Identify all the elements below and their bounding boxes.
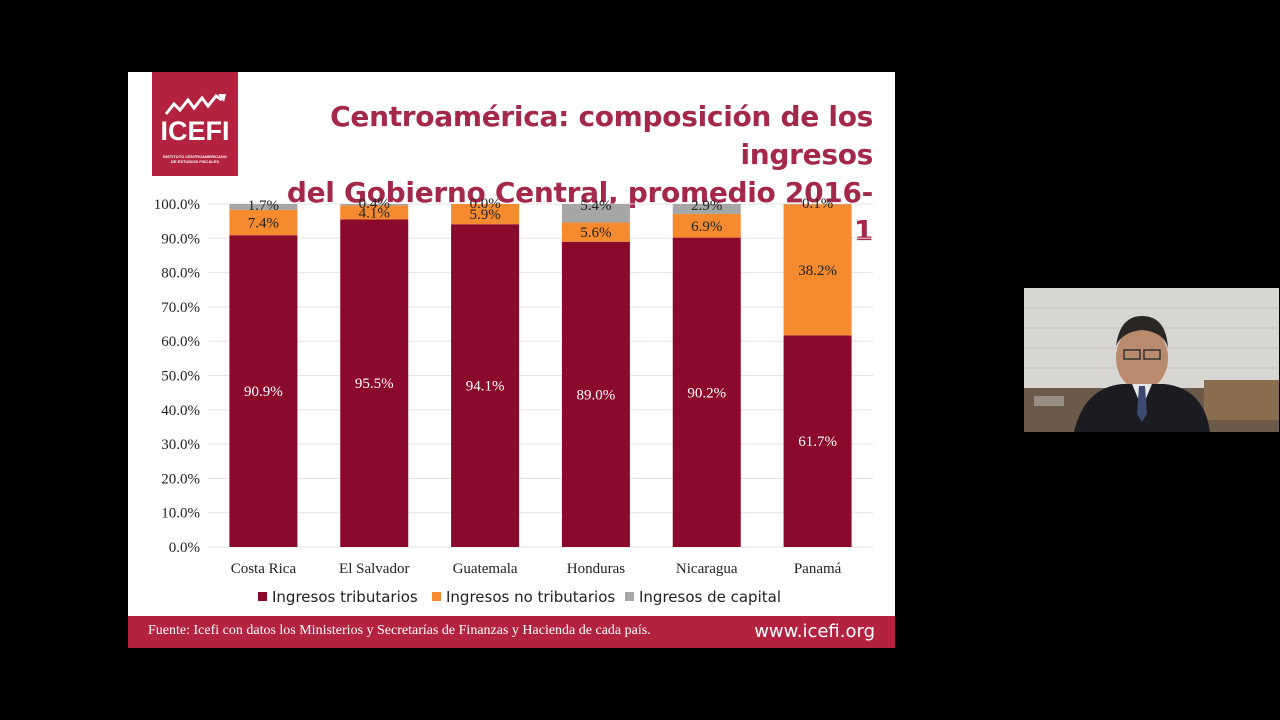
data-label: 0.0% xyxy=(469,196,500,212)
legend-label: Ingresos de capital xyxy=(639,588,781,606)
x-tick-label: Guatemala xyxy=(453,561,518,577)
data-label: 94.1% xyxy=(466,379,505,395)
bar-segment xyxy=(451,204,520,225)
data-label: 95.5% xyxy=(355,376,394,392)
data-label: 5.9% xyxy=(469,207,500,223)
title-line-1: Centroamérica: composición de los ingres… xyxy=(330,100,873,171)
bar-segment xyxy=(672,213,741,238)
stacked-bar-chart: 0.0% 10.0% 20.0% 30.0% 40.0% 50.0% 60.0% 70.0% 8… xyxy=(154,196,873,606)
data-label: 2.9% xyxy=(691,198,722,214)
data-label: 90.9% xyxy=(244,384,283,400)
bar-segment xyxy=(561,241,630,548)
bar-segment xyxy=(340,219,409,547)
data-label: 4.1% xyxy=(359,205,390,221)
x-tick-label: Honduras xyxy=(567,561,625,577)
legend-swatch xyxy=(625,592,634,601)
bar-segment xyxy=(229,209,298,236)
logo-name: ICEFI xyxy=(160,116,230,146)
x-tick-label: Panamá xyxy=(794,561,842,577)
x-tick-label: Nicaragua xyxy=(676,561,738,577)
bar-segment xyxy=(340,205,409,220)
bar-segment xyxy=(561,222,630,242)
slide-footer: Fuente: Icefi con datos los Ministerios … xyxy=(128,616,895,648)
y-tick-label: 90.0% xyxy=(161,231,200,247)
bar-segment xyxy=(451,224,520,547)
data-label: 6.9% xyxy=(691,219,722,235)
bar-segment xyxy=(672,237,741,547)
legend-label: Ingresos tributarios xyxy=(272,588,418,606)
bar-segment xyxy=(561,204,630,223)
data-label: 0.1% xyxy=(802,196,833,212)
slide-title: Centroamérica: composición de los ingres… xyxy=(233,98,873,250)
data-label: 89.0% xyxy=(577,387,616,403)
bar-segment xyxy=(229,235,298,547)
data-label: 38.2% xyxy=(798,263,837,279)
bar-segment xyxy=(340,204,409,206)
legend-swatch xyxy=(432,592,441,601)
y-tick-label: 100.0% xyxy=(154,197,200,213)
data-label: 90.2% xyxy=(687,385,726,401)
y-tick-label: 70.0% xyxy=(161,300,200,316)
x-tick-label: El Salvador xyxy=(339,561,409,577)
footer-url: www.icefi.org xyxy=(754,621,875,642)
y-tick-label: 0.0% xyxy=(169,540,200,556)
growth-line-icon xyxy=(164,94,226,115)
data-label: 0.4% xyxy=(359,196,390,212)
presentation-slide: ICEFI INSTITUTO CENTROAMERICANO DE ESTUD… xyxy=(128,72,895,648)
data-label: 7.4% xyxy=(248,216,279,232)
y-tick-label: 50.0% xyxy=(161,369,200,385)
y-tick-label: 80.0% xyxy=(161,266,200,282)
y-tick-label: 10.0% xyxy=(161,506,200,522)
bar-segment xyxy=(783,204,852,336)
bar-segment xyxy=(672,204,741,214)
y-tick-label: 40.0% xyxy=(161,403,200,419)
x-tick-label: Costa Rica xyxy=(231,561,297,577)
data-label: 5.4% xyxy=(580,198,611,214)
data-label: 5.6% xyxy=(580,225,611,241)
bar-segment xyxy=(229,204,298,210)
bar-segment xyxy=(783,335,852,547)
webcam-picture xyxy=(1024,288,1279,432)
y-tick-label: 30.0% xyxy=(161,437,200,453)
y-tick-label: 60.0% xyxy=(161,334,200,350)
data-label: 1.7% xyxy=(248,198,279,214)
data-label: 61.7% xyxy=(798,434,837,450)
legend-swatch xyxy=(258,592,267,601)
y-tick-label: 20.0% xyxy=(161,471,200,487)
legend-label: Ingresos no tributarios xyxy=(446,588,615,606)
webcam-video-feed xyxy=(1024,288,1279,432)
footer-source: Fuente: Icefi con datos los Ministerios … xyxy=(148,623,651,638)
logo-subtitle: INSTITUTO CENTROAMERICANO DE ESTUDIOS FI… xyxy=(163,154,227,164)
icefi-logo: ICEFI INSTITUTO CENTROAMERICANO DE ESTUD… xyxy=(152,72,238,176)
